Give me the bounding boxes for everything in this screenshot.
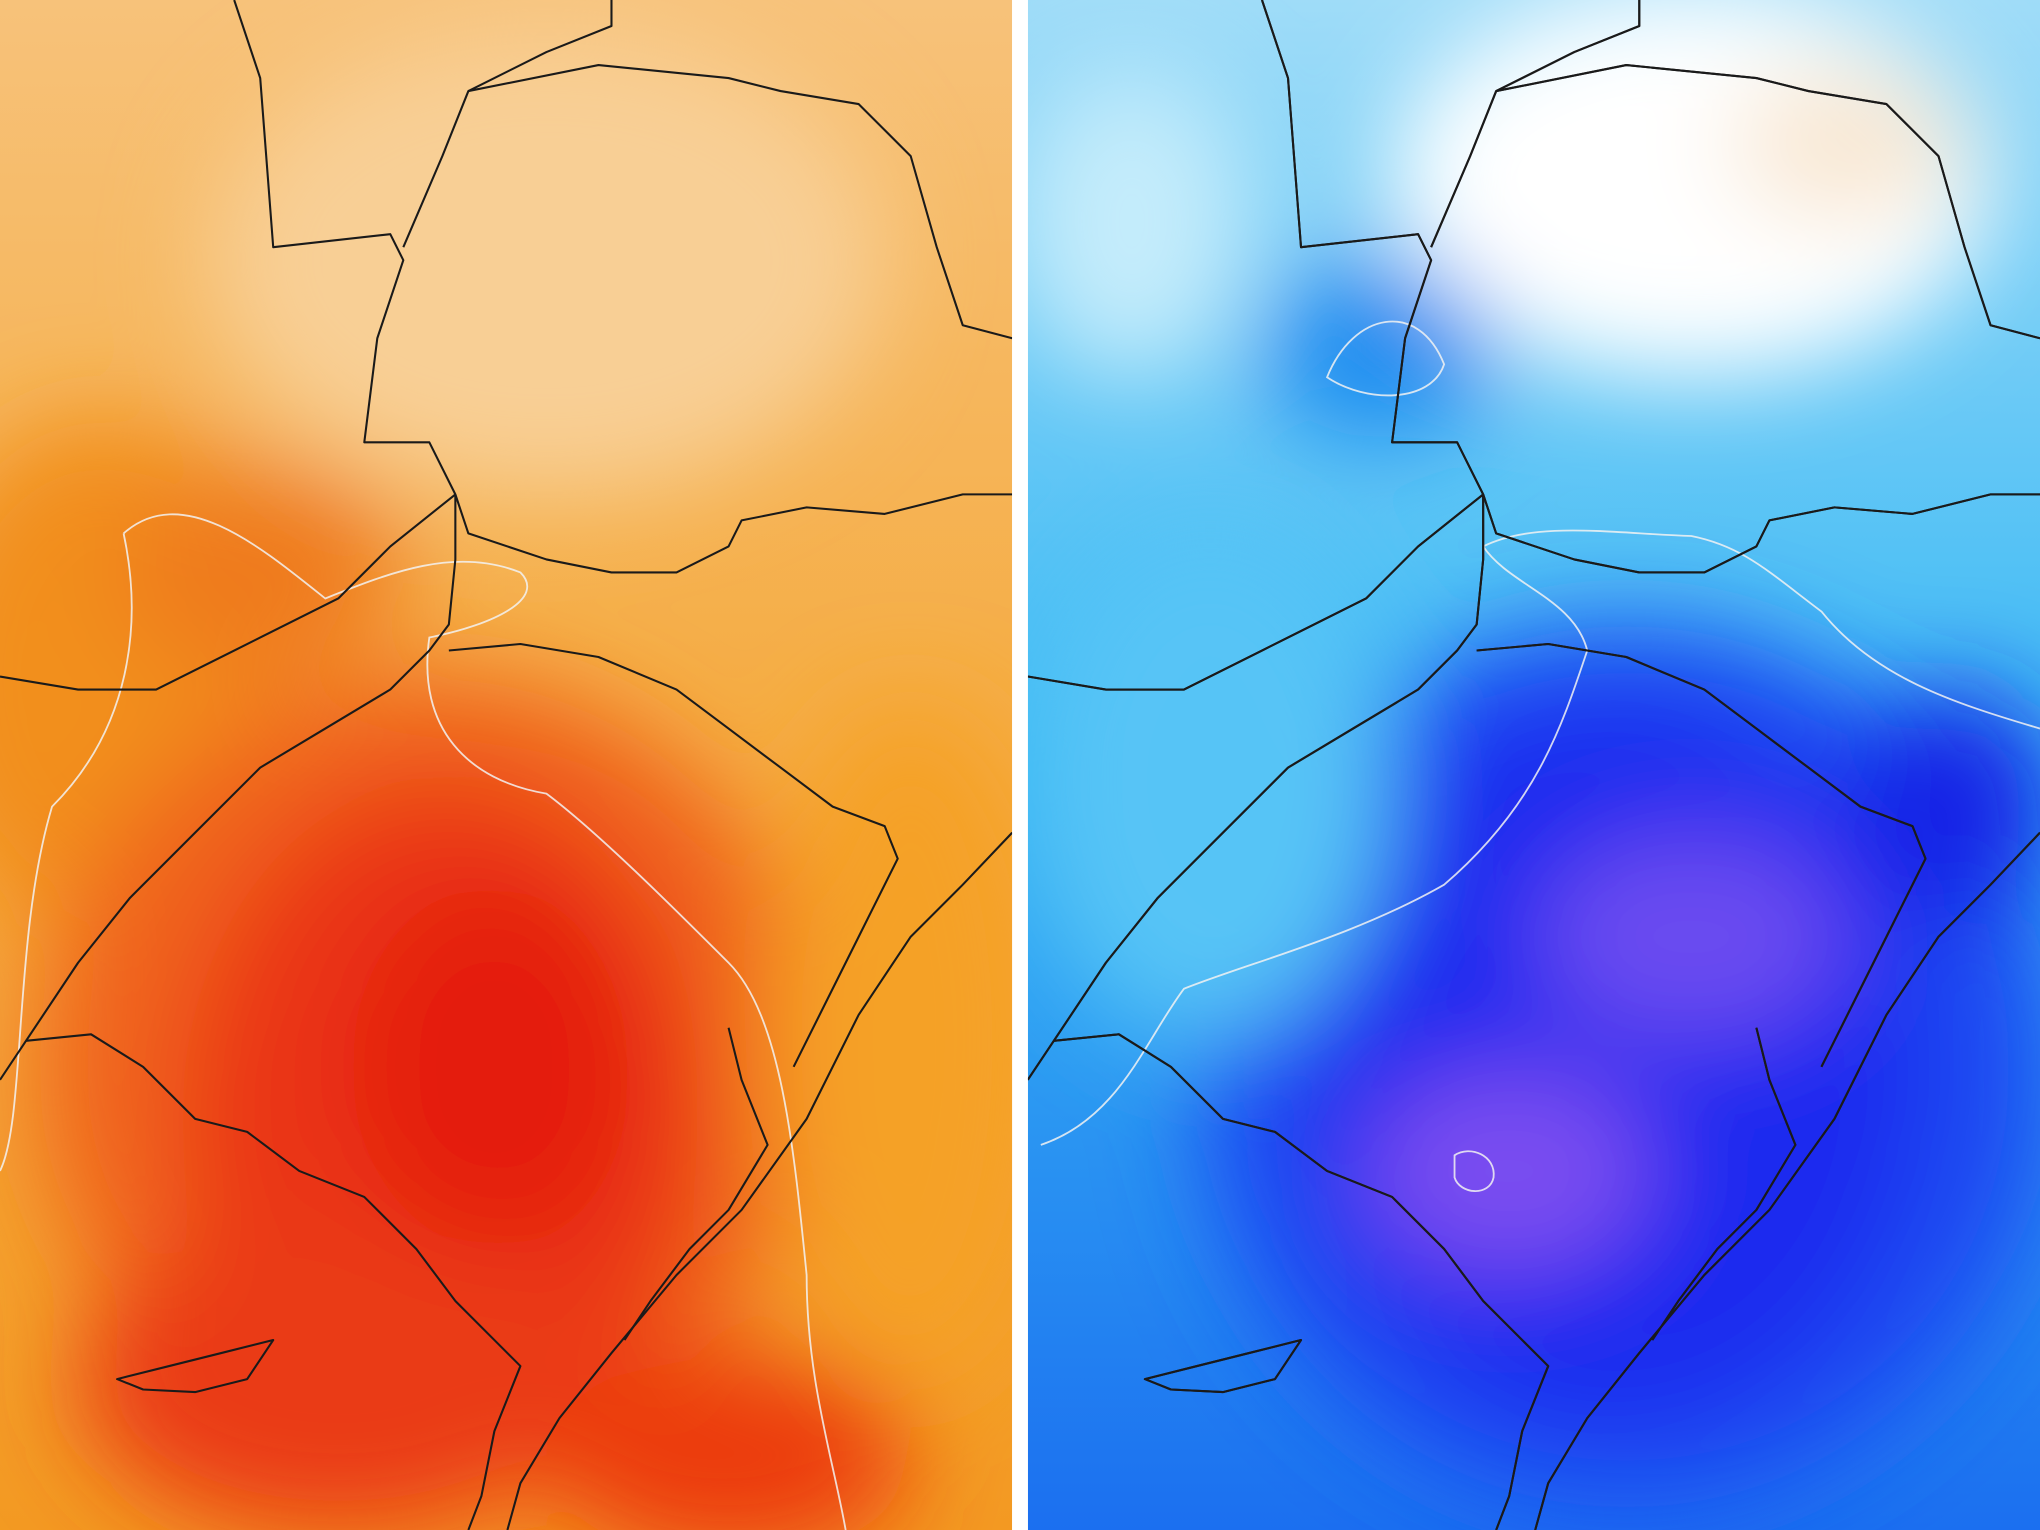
borders-right-copy xyxy=(1027,0,2040,1530)
borders-left xyxy=(0,0,1013,1530)
divider xyxy=(1012,0,1028,1530)
cold-panel xyxy=(1027,0,2040,1530)
warm-panel xyxy=(0,0,1013,1530)
